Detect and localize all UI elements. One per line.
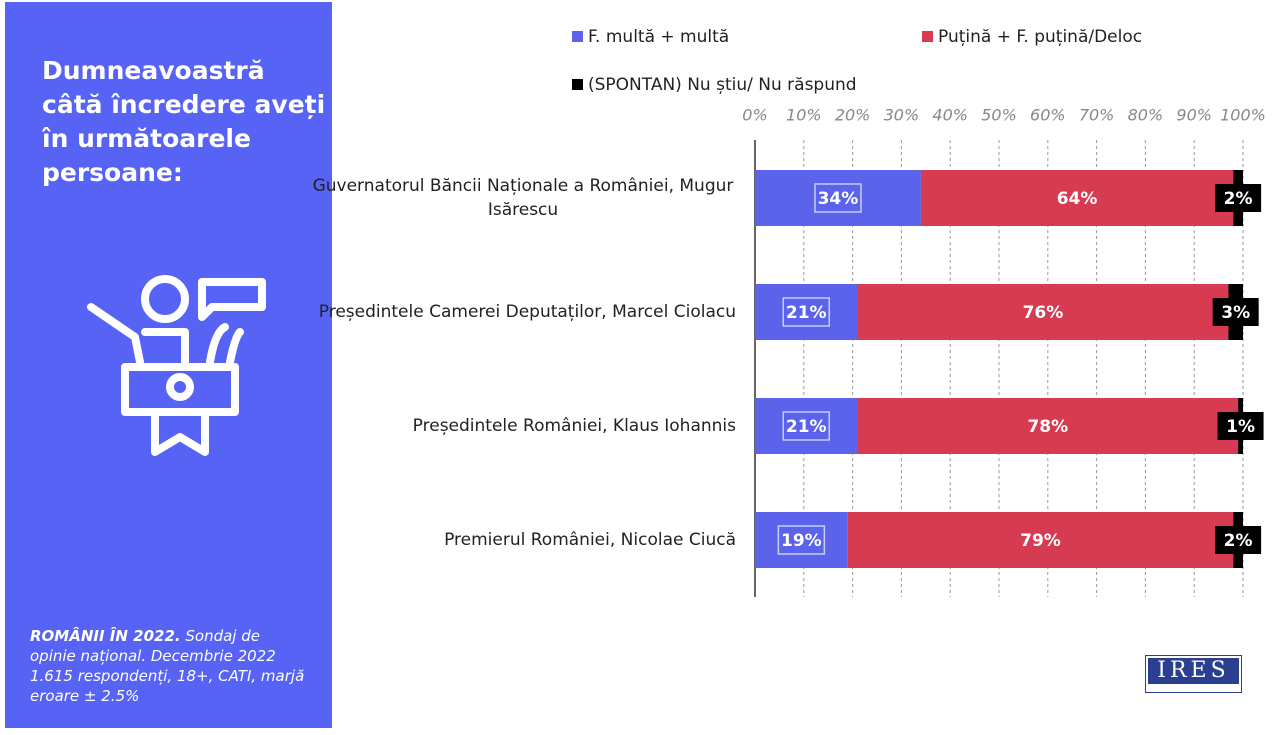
x-tick-label: 70% bbox=[1079, 106, 1115, 125]
category-label: Președintele Camerei Deputaților, Marcel… bbox=[310, 277, 736, 347]
label-box bbox=[782, 297, 830, 327]
bar-segment bbox=[857, 398, 1239, 454]
value-label: 76% bbox=[1023, 303, 1064, 323]
x-tick-label: 90% bbox=[1176, 106, 1212, 125]
source-note: ROMÂNII ÎN 2022. Sondaj de opinie națion… bbox=[30, 626, 305, 706]
x-tick-label: 20% bbox=[835, 106, 871, 125]
icon bbox=[87, 275, 266, 456]
legend-swatch bbox=[922, 31, 933, 42]
legend-swatch bbox=[572, 31, 583, 42]
bar-segment bbox=[755, 284, 858, 340]
label-box bbox=[814, 183, 862, 213]
category-label: Premierul României, Nicolae Ciucă bbox=[310, 505, 736, 575]
value-label: 78% bbox=[1027, 417, 1068, 437]
legend-label: Puțină + F. puțină/Deloc bbox=[938, 27, 1142, 47]
x-tick-label: 100% bbox=[1220, 106, 1266, 125]
label-box bbox=[1217, 412, 1264, 440]
category-text: Premierul României, Nicolae Ciucă bbox=[444, 530, 736, 550]
label-box bbox=[1212, 298, 1259, 326]
value-label: 21% bbox=[786, 303, 827, 323]
legend-label: (SPONTAN) Nu știu/ Nu răspund bbox=[588, 75, 857, 95]
bar-segment bbox=[847, 512, 1234, 568]
value-label: 19% bbox=[781, 531, 822, 551]
bar-segment bbox=[857, 284, 1229, 340]
category-text: Președintele României, Klaus Iohannis bbox=[412, 416, 736, 436]
logo: IRES bbox=[1145, 655, 1242, 693]
x-tick-label: 60% bbox=[1030, 106, 1066, 125]
value-label: 64% bbox=[1057, 189, 1098, 209]
category-text: Guvernatorul Băncii Naționale a României… bbox=[312, 176, 734, 220]
legend-swatch bbox=[572, 79, 583, 90]
chart-title: Dumneavoastră câtă încredere aveți în ur… bbox=[42, 56, 326, 187]
value-label: 2% bbox=[1224, 531, 1253, 551]
bar-segment bbox=[755, 398, 858, 454]
label-box bbox=[782, 411, 830, 441]
value-label: 1% bbox=[1226, 417, 1255, 437]
category-label: Guvernatorul Băncii Naționale a României… bbox=[310, 163, 736, 233]
value-label: 3% bbox=[1221, 303, 1250, 323]
category-text: Președintele Camerei Deputaților, Marcel… bbox=[318, 302, 736, 322]
side-panel: Dumneavoastră câtă încredere aveți în ur… bbox=[5, 2, 332, 728]
category-label: Președintele României, Klaus Iohannis bbox=[310, 391, 736, 461]
label-box bbox=[1215, 526, 1262, 554]
bar-segment bbox=[755, 512, 848, 568]
x-tick-label: 30% bbox=[884, 106, 920, 125]
legend-label: F. multă + multă bbox=[588, 27, 729, 47]
label-box bbox=[777, 525, 826, 555]
x-tick-label: 50% bbox=[981, 106, 1017, 125]
bar-segment bbox=[755, 170, 921, 226]
x-tick-label: 40% bbox=[932, 106, 968, 125]
logo-text: IRES bbox=[1148, 658, 1239, 684]
value-label: 2% bbox=[1224, 189, 1253, 209]
value-label: 79% bbox=[1020, 531, 1061, 551]
source: Sondaj de opinie național. Decembrie 202… bbox=[30, 627, 305, 705]
bar-segment bbox=[920, 170, 1234, 226]
label-box bbox=[1215, 184, 1262, 212]
x-tick-label: 10% bbox=[786, 106, 822, 125]
x-tick-label: 80% bbox=[1128, 106, 1164, 125]
value-label: 34% bbox=[818, 189, 859, 209]
source-title: ROMÂNII ÎN 2022. bbox=[30, 627, 181, 645]
x-tick-label: 0% bbox=[742, 106, 767, 125]
value-label: 21% bbox=[786, 417, 827, 437]
